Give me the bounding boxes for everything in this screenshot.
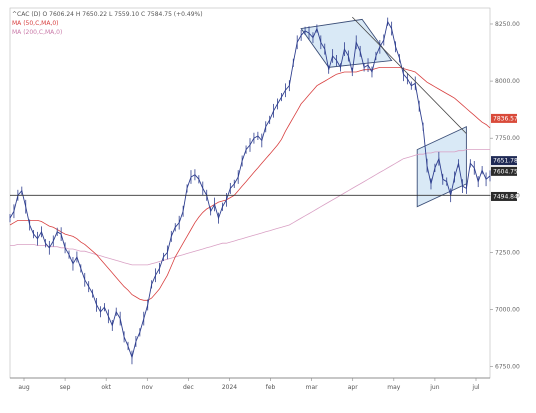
x-tick-label: aug [18,384,29,391]
ma50-legend: MA (50,C,MA,0) [12,20,59,27]
x-tick-label: jul [471,384,479,391]
x-tick-label: may [387,384,401,391]
channel-1 [300,18,393,68]
price-tags: 7836.57 7651.78 7604.75 7494.84 [491,113,518,201]
ma50-layer [9,67,491,301]
x-tick-label: jun [429,384,439,391]
x-tick-label: apr [348,384,358,391]
down-trendline [352,16,467,134]
y-tick-label: 7750.00 [495,135,520,142]
price-tag-label: 7604.75 [493,168,518,175]
x-tick-label: 2024 [222,384,237,391]
price-tag [491,191,517,201]
ma50-line [9,67,491,301]
channel-boxes [300,18,467,208]
y-tick-label: 7000.00 [495,306,520,313]
x-tick-label: mar [306,384,319,391]
y-tick-label: 7250.00 [495,249,520,256]
price-tag-label: 7836.57 [493,115,518,122]
x-tick-label: sep [60,384,71,391]
x-axis: aug sep okt nov dec 2024 feb mar apr may jun jul [18,378,480,391]
price-tag-label: 7651.78 [493,158,518,165]
ohlc-label: ^CAC (D) O 7606.24 H 7650.22 L 7559.10 C… [12,11,203,18]
ma200-legend: MA (200,C,MA,0) [12,29,63,36]
y-tick-label: 8250.00 [495,21,520,28]
y-tick-label: 8000.00 [495,78,520,85]
ma200-layer [10,149,490,266]
x-tick-label: dec [183,384,194,391]
chart-grid [9,7,491,379]
x-tick-label: okt [101,384,111,391]
price-tag-label: 7494.84 [493,193,518,200]
price-tag [491,113,517,123]
y-tick-label: 6750.00 [495,364,520,371]
x-tick-label: nov [142,384,153,391]
price-tag [491,166,517,176]
x-tick-label: feb [266,384,276,391]
ma200-line [10,149,490,266]
price-tag [491,156,517,166]
annotations [10,16,490,196]
